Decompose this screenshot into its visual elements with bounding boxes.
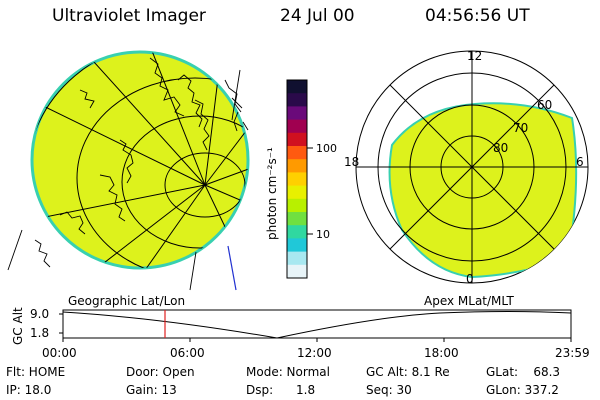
ip-value: IP: 18.0 [6,383,52,397]
color-bar-segment [287,80,307,94]
color-bar-segment [287,119,307,134]
time-tick-2359: 23:59 [555,346,590,360]
mlt-label-midnight: 0 [466,272,474,286]
glon-value: GLon: 337.2 [486,383,559,397]
altitude-ylabel: GC Alt [11,307,25,345]
geographic-map [7,50,250,291]
instrument-title: Ultraviolet Imager [52,6,206,26]
polar-panel-label: Apex MLat/MLT [424,294,514,308]
altitude-ytick-max: 9.0 [30,307,49,321]
mlt-label-dusk: 18 [344,155,359,169]
time-tick-1800: 18:00 [424,346,459,360]
color-bar-frame [286,79,308,279]
color-bar-segment [287,93,307,107]
color-bar-tick-100: 100 [316,142,337,155]
seq-value: Seq: 30 [366,383,412,397]
color-bar-segment [287,106,307,121]
altitude-plot [59,309,572,342]
mlat-label-80: 80 [493,141,508,155]
time-tick-0600: 06:00 [170,346,205,360]
uv-image-geographic [30,50,250,270]
altitude-curve [63,311,571,338]
polar-plot [355,50,589,284]
time-tick-0000: 00:00 [42,346,77,360]
color-bar-segment [287,198,307,213]
color-bar-segment [287,212,307,226]
gc-alt-value: GC Alt: 8.1 Re [366,365,450,379]
mlt-label-noon: 12 [467,49,482,63]
door-status: Door: Open [126,365,195,379]
color-bar [287,80,307,279]
color-bar-ticks [307,147,313,235]
time-tick-1200: 12:00 [297,346,332,360]
color-bar-tick-10: 10 [316,228,330,241]
coastlines [34,57,249,268]
polar-grid [356,51,588,283]
color-bar-segment [287,264,307,279]
dsp-value: Dsp: 1.8 [246,383,316,397]
color-bar-segment [287,159,307,173]
gain-value: Gain: 13 [126,383,177,397]
color-bar-unit-label: photon cm⁻²s⁻¹ [265,147,279,240]
mlat-label-60: 60 [537,98,552,112]
mode-value: Mode: Normal [246,365,330,379]
flight-status: Flt: HOME [6,365,66,379]
color-bar-segment [287,185,307,200]
mlt-label-dawn: 6 [576,155,584,169]
color-bar-segment [287,146,307,160]
color-bar-segment [287,238,307,253]
image-date: 24 Jul 00 [280,6,355,26]
altitude-ytick-min: 1.8 [30,326,49,340]
color-bar-segment [287,172,307,187]
color-bar-segment [287,132,307,147]
color-bar-segment [287,251,307,266]
mlat-label-70: 70 [513,121,528,135]
color-bar-segment [287,225,307,239]
glat-value: GLat: 68.3 [486,365,561,379]
geographic-panel-label: Geographic Lat/Lon [68,294,185,308]
image-time: 04:56:56 UT [425,6,530,26]
